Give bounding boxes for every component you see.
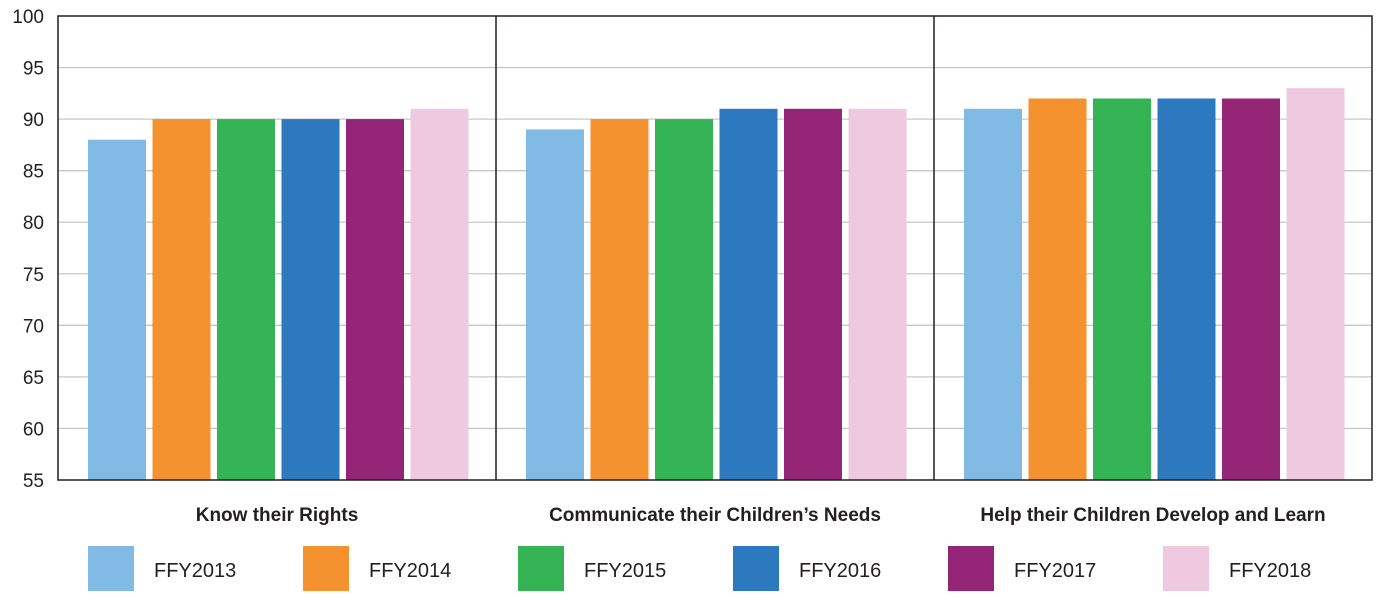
y-tick-label: 80 <box>23 213 44 234</box>
y-tick-label: 55 <box>23 471 44 492</box>
bar <box>848 108 907 481</box>
bar <box>281 119 340 480</box>
bar <box>655 119 713 480</box>
legend-swatch <box>518 546 564 592</box>
legend-label: FFY2017 <box>1014 560 1096 582</box>
bars <box>88 88 1345 481</box>
bar <box>217 119 275 480</box>
bar <box>1222 98 1280 480</box>
bar <box>88 139 146 480</box>
bar <box>1157 98 1216 480</box>
y-tick-label: 65 <box>23 368 44 389</box>
category-label: Know their Rights <box>196 505 359 526</box>
legend-item: FFY2016 <box>733 546 881 592</box>
bar <box>410 108 469 481</box>
bar <box>152 119 211 480</box>
bar <box>1028 98 1087 480</box>
legend-swatch <box>733 546 779 592</box>
y-tick-label: 60 <box>23 419 44 440</box>
legend-item: FFY2013 <box>88 546 236 592</box>
category-label: Communicate their Children’s Needs <box>549 505 881 526</box>
y-tick-label: 85 <box>23 162 44 183</box>
legend-item: FFY2014 <box>303 546 451 592</box>
legend-item: FFY2015 <box>518 546 666 592</box>
bar <box>346 119 404 480</box>
y-tick-label: 70 <box>23 316 44 337</box>
plot-border <box>57 15 1373 481</box>
legend-label: FFY2013 <box>154 560 236 582</box>
legend-item: FFY2017 <box>948 546 1096 592</box>
bar <box>526 129 584 480</box>
y-tick-label: 90 <box>23 110 44 131</box>
legend-label: FFY2014 <box>369 560 451 582</box>
legend-label: FFY2015 <box>584 560 666 582</box>
bar <box>1093 98 1151 480</box>
bar <box>784 108 842 481</box>
gridlines <box>58 66 1372 430</box>
category-label: Help their Children Develop and Learn <box>980 505 1325 526</box>
legend-swatch <box>1163 546 1209 592</box>
legend-label: FFY2018 <box>1229 560 1311 582</box>
legend-swatch <box>88 546 134 592</box>
legend-swatch <box>303 546 349 592</box>
legend: FFY2013 FFY2014 FFY2015 FFY2016 FFY2017 FFY20… <box>88 546 1311 592</box>
legend-swatch <box>948 546 994 592</box>
bar <box>719 108 778 481</box>
plot-frame <box>57 15 1373 481</box>
bar <box>1286 88 1345 480</box>
y-axis-ticks: 55 60 65 70 75 80 85 90 95 100 <box>12 7 44 492</box>
bar <box>964 108 1022 481</box>
y-tick-label: 75 <box>23 265 44 286</box>
y-tick-label: 100 <box>12 7 44 28</box>
category-labels: Know their Rights Communicate their Child… <box>196 505 1326 526</box>
legend-item: FFY2018 <box>1163 546 1311 592</box>
bar <box>590 119 649 480</box>
legend-label: FFY2016 <box>799 560 881 582</box>
y-tick-label: 95 <box>23 59 44 80</box>
